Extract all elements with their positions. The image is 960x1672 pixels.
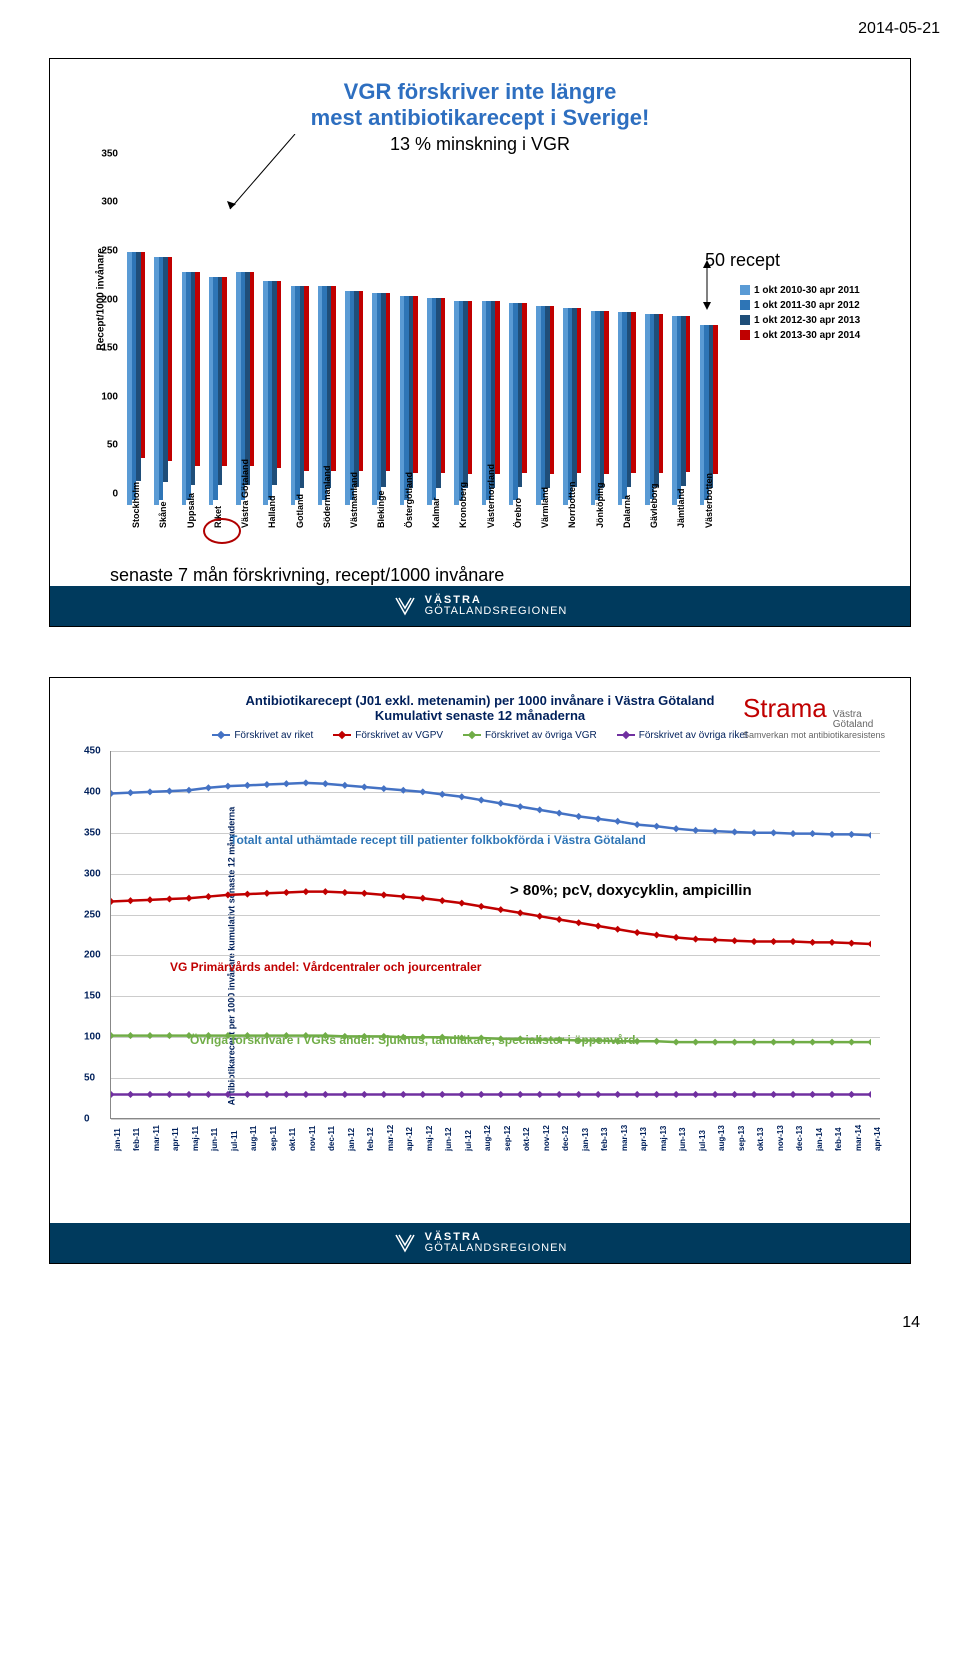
bar-group (509, 303, 527, 505)
slide-1: VGR förskriver inte längre mest antibiot… (49, 58, 911, 627)
chart1-yaxis: 050100150200250300350 (80, 165, 120, 505)
vgr-logo-icon (393, 596, 417, 616)
bar-group (154, 257, 172, 505)
strama-logo: Strama VästraGötaland Samverkan mot anti… (743, 693, 885, 740)
chart1: Recept/1000 invånare 0501001502002503003… (80, 165, 880, 525)
slide-2: Strama VästraGötaland Samverkan mot anti… (49, 677, 911, 1264)
bar-group (263, 281, 281, 504)
legend-item: Förskrivet av VGPV (333, 730, 443, 741)
page-number: 14 (20, 1314, 940, 1332)
title-l2: mest antibiotikarecept i Sverige! (311, 105, 650, 130)
bar-group (209, 277, 227, 505)
bar-group (645, 314, 663, 504)
footer-logo: VÄSTRA GÖTALANDSREGIONEN (393, 1232, 568, 1254)
legend-item: 1 okt 2012-30 apr 2013 (740, 315, 880, 326)
bar-group (454, 301, 472, 505)
chart1-xlabels: StockholmSkåneUppsalaRiketVästra Götalan… (125, 506, 730, 530)
chart1-plot (125, 165, 730, 505)
bar-group (591, 311, 609, 505)
legend-item: Förskrivet av riket (212, 730, 313, 741)
bar-group (127, 252, 145, 505)
legend-item: 1 okt 2013-30 apr 2014 (740, 330, 880, 341)
strama-tag: Samverkan mot antibiotikaresistens (743, 730, 885, 740)
bar-group (672, 316, 690, 504)
chart-annotation: VG Primärvårds andel: Vårdcentraler och … (170, 960, 481, 974)
legend-item: 1 okt 2011-30 apr 2012 (740, 300, 880, 311)
chart1-legend: 1 okt 2010-30 apr 2011 1 okt 2011-30 apr … (740, 285, 880, 345)
bar-group (618, 312, 636, 504)
chart2-xlabels: jan-11feb-11mar-11apr-11maj-11jun-11jul-… (110, 1121, 880, 1151)
legend-item: Förskrivet av övriga riket (617, 730, 748, 741)
bar-group (427, 298, 445, 505)
strama-main: Strama (743, 693, 827, 724)
footer-logo: VÄSTRA GÖTALANDSREGIONEN (393, 595, 568, 617)
slide1-title: VGR förskriver inte längre mest antibiot… (80, 79, 880, 132)
ct-l1: Antibiotikarecept (J01 exkl. metenamin) … (246, 693, 715, 708)
legend-item: 1 okt 2010-30 apr 2011 (740, 285, 880, 296)
riket-highlight (203, 518, 241, 544)
annot-bottom: senaste 7 mån förskrivning, recept/1000 … (110, 565, 880, 586)
bar-group (563, 308, 581, 505)
slide1-subtitle: 13 % minskning i VGR (80, 134, 880, 155)
chart-annotation: Övriga förskrivare i VGRs andel: Sjukhus… (190, 1033, 636, 1047)
legend-item: Förskrivet av övriga VGR (463, 730, 597, 741)
vgr-logo-icon (393, 1233, 417, 1253)
strama-region: VästraGötaland (833, 710, 874, 730)
title-l1: VGR förskriver inte längre (344, 79, 617, 104)
chart2: Antibiotikarecept per 1000 invånare kumu… (110, 751, 880, 1151)
slide-footer: VÄSTRA GÖTALANDSREGIONEN (50, 586, 910, 626)
bar-group (536, 306, 554, 505)
annot-80: > 80%; pcV, doxycyklin, ampicillin (510, 882, 752, 899)
slide-footer: VÄSTRA GÖTALANDSREGIONEN (50, 1223, 910, 1263)
bar-group (372, 293, 390, 505)
annot-50: 50 recept (705, 250, 780, 271)
page-date: 2014-05-21 (20, 20, 940, 38)
ct-l2: Kumulativt senaste 12 månaderna (375, 708, 585, 723)
chart-annotation: Totalt antal uthämtade recept till patie… (230, 833, 646, 847)
chart2-plot (110, 751, 880, 1119)
bar-group (182, 272, 200, 505)
arrow-50 (699, 260, 715, 310)
bar-group (291, 286, 309, 505)
